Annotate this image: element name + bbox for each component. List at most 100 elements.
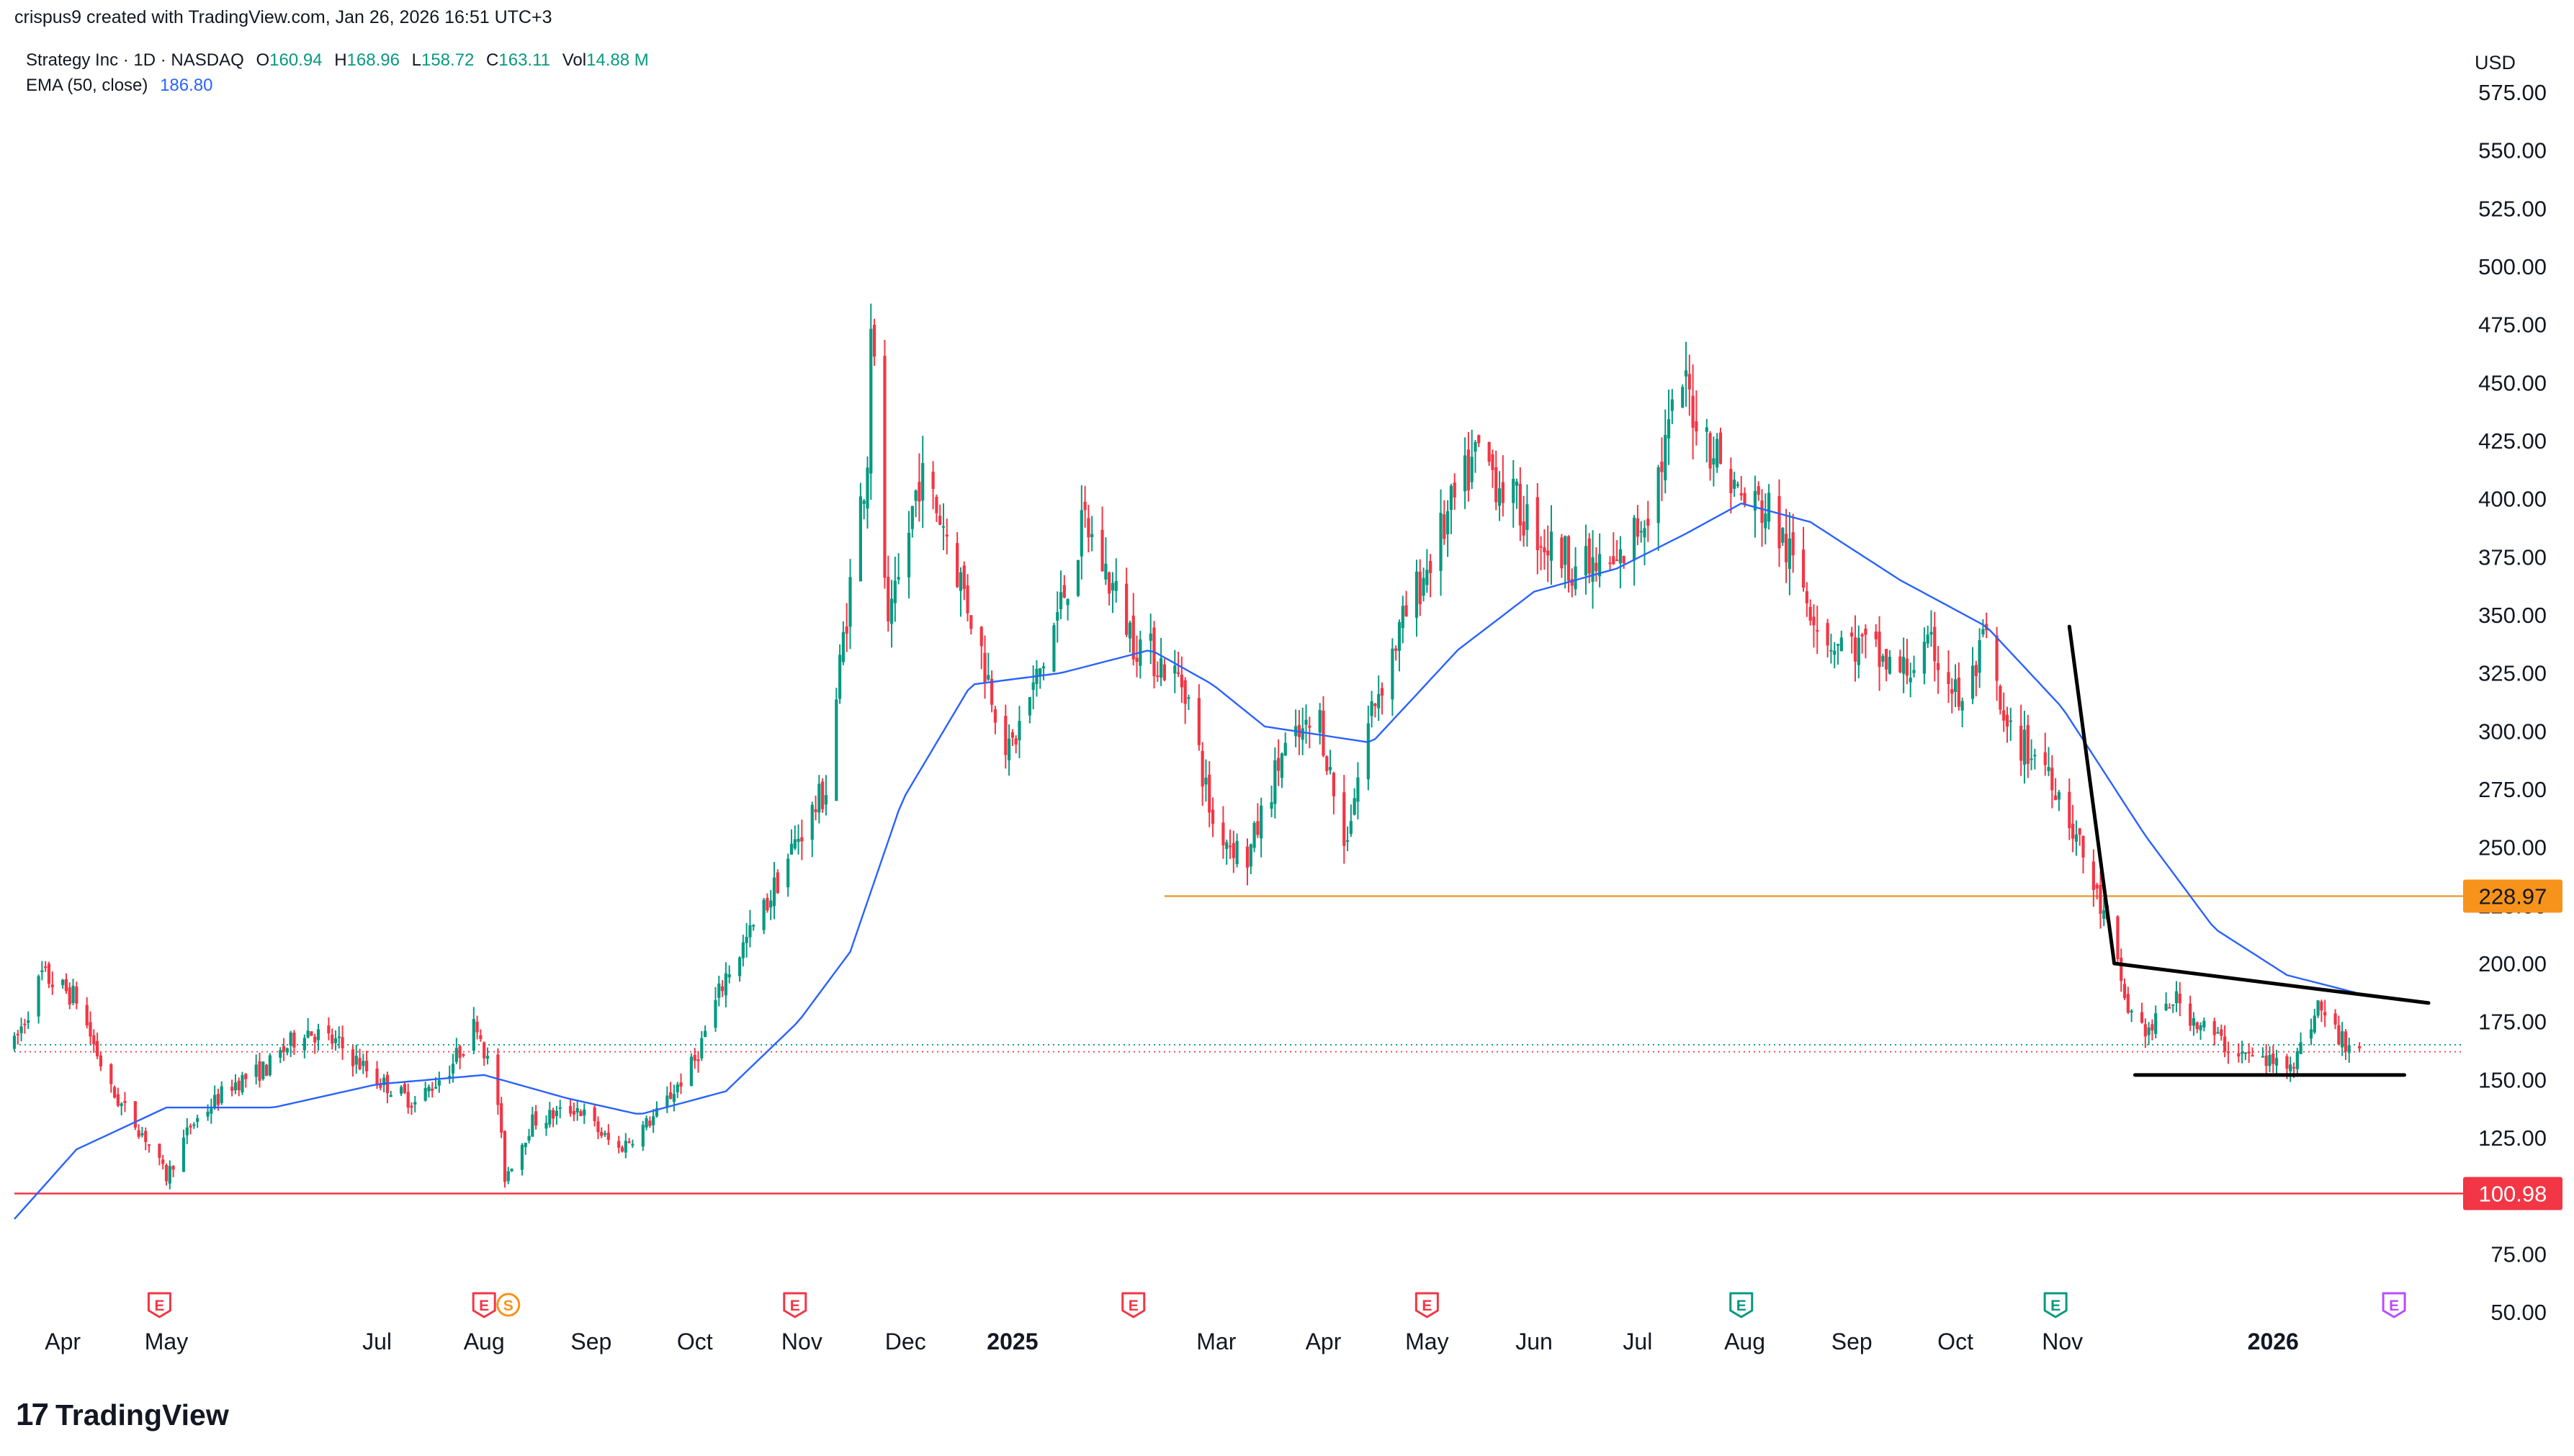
candle[interactable] — [1632, 515, 1636, 586]
candle[interactable] — [2005, 706, 2009, 743]
candle[interactable] — [869, 303, 873, 500]
candle[interactable] — [962, 561, 966, 601]
candle[interactable] — [1394, 645, 1398, 661]
candle[interactable] — [210, 1098, 213, 1124]
candle[interactable] — [2320, 999, 2323, 1023]
candle[interactable] — [1342, 775, 1346, 864]
candle[interactable] — [403, 1082, 406, 1095]
candle[interactable] — [1853, 615, 1857, 682]
candle[interactable] — [2192, 1012, 2196, 1036]
candle[interactable] — [1953, 664, 1958, 707]
candle[interactable] — [1322, 696, 1325, 758]
candle[interactable] — [1245, 838, 1250, 886]
candle[interactable] — [959, 567, 963, 617]
candle[interactable] — [2289, 1056, 2292, 1082]
candle[interactable] — [727, 965, 731, 984]
candle[interactable] — [2151, 1019, 2154, 1041]
candle[interactable] — [2095, 882, 2099, 900]
candle[interactable] — [793, 825, 797, 850]
candle[interactable] — [1356, 762, 1360, 820]
candle[interactable] — [431, 1082, 434, 1098]
candle[interactable] — [1525, 484, 1529, 547]
candle[interactable] — [1995, 626, 1999, 701]
candle[interactable] — [1328, 750, 1332, 775]
candle[interactable] — [1004, 704, 1008, 769]
candle[interactable] — [2189, 995, 2192, 1031]
candle[interactable] — [316, 1023, 320, 1051]
candle[interactable] — [1260, 797, 1263, 858]
candle[interactable] — [772, 862, 776, 920]
candle[interactable] — [313, 1033, 317, 1054]
candle[interactable] — [1325, 755, 1329, 776]
candle[interactable] — [1491, 449, 1494, 488]
candle[interactable] — [676, 1082, 679, 1098]
candle[interactable] — [302, 1034, 306, 1059]
candle[interactable] — [116, 1087, 120, 1107]
candle[interactable] — [112, 1085, 117, 1099]
candle[interactable] — [603, 1131, 607, 1137]
candle[interactable] — [2199, 1022, 2202, 1041]
y-axis[interactable]: USD 50.0075.00100.00125.00150.00175.0020… — [2475, 52, 2547, 1325]
candle[interactable] — [1587, 533, 1591, 584]
candle[interactable] — [1522, 495, 1525, 547]
candle[interactable] — [109, 1063, 113, 1093]
candle[interactable] — [2226, 1041, 2230, 1064]
candle[interactable] — [593, 1105, 596, 1127]
candle[interactable] — [1839, 630, 1843, 652]
candle[interactable] — [1256, 803, 1260, 838]
candle[interactable] — [2140, 1002, 2144, 1024]
candle[interactable] — [1228, 830, 1232, 859]
candle[interactable] — [68, 982, 71, 1010]
candle[interactable] — [2074, 820, 2079, 856]
candle[interactable] — [1960, 697, 1964, 727]
candle[interactable] — [1294, 709, 1298, 747]
candle[interactable] — [282, 1038, 286, 1061]
candle[interactable] — [2120, 948, 2123, 992]
candle[interactable] — [1564, 535, 1567, 589]
candle[interactable] — [2050, 755, 2054, 809]
candle[interactable] — [797, 824, 800, 855]
candle[interactable] — [714, 987, 717, 1032]
candle[interactable] — [1667, 389, 1671, 465]
candle[interactable] — [2272, 1045, 2275, 1073]
candle[interactable] — [620, 1145, 624, 1153]
candle[interactable] — [969, 615, 973, 635]
candle[interactable] — [1518, 467, 1522, 541]
candle[interactable] — [1076, 560, 1080, 598]
candle[interactable] — [2047, 747, 2050, 776]
candle[interactable] — [50, 971, 54, 995]
candle[interactable] — [333, 1030, 338, 1051]
candle[interactable] — [1008, 724, 1011, 776]
candle[interactable] — [1767, 484, 1771, 530]
candle[interactable] — [776, 869, 779, 894]
candle[interactable] — [1232, 830, 1235, 873]
candle[interactable] — [1909, 662, 1912, 698]
candle[interactable] — [2195, 1021, 2199, 1033]
candle[interactable] — [862, 498, 866, 520]
candle[interactable] — [1225, 839, 1229, 865]
candle[interactable] — [983, 635, 987, 699]
candle[interactable] — [279, 1047, 282, 1064]
falling-wedge-upper-line[interactable] — [2112, 961, 2431, 1005]
candle[interactable] — [752, 924, 755, 931]
candle[interactable] — [600, 1127, 604, 1138]
candle[interactable] — [1736, 481, 1740, 488]
candle[interactable] — [185, 1118, 189, 1144]
candle[interactable] — [171, 1165, 175, 1177]
candle[interactable] — [1636, 505, 1639, 546]
candle[interactable] — [1160, 637, 1163, 686]
candle[interactable] — [575, 1100, 579, 1121]
candle[interactable] — [748, 909, 752, 948]
steep-downtrend-line[interactable] — [2067, 624, 2117, 966]
candle[interactable] — [192, 1122, 196, 1129]
candle[interactable] — [479, 1029, 483, 1042]
candle[interactable] — [745, 922, 748, 958]
candle[interactable] — [1125, 567, 1129, 637]
candle[interactable] — [841, 621, 846, 665]
candle[interactable] — [123, 1092, 127, 1113]
candle[interactable] — [1477, 434, 1481, 447]
candle[interactable] — [241, 1071, 244, 1095]
candle[interactable] — [448, 1065, 452, 1084]
candle[interactable] — [2122, 978, 2127, 1000]
candle[interactable] — [1066, 598, 1069, 621]
